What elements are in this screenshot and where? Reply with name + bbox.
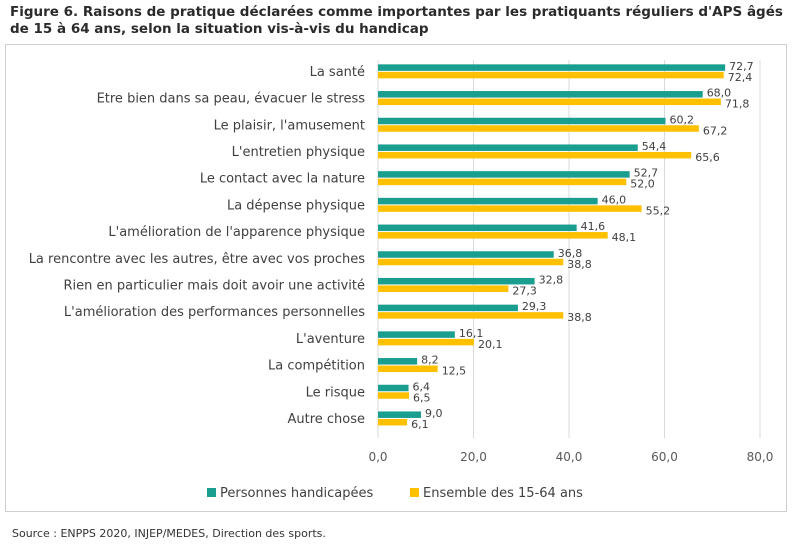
- category-label: L'entretien physique: [232, 145, 365, 160]
- data-label: 27,3: [512, 284, 537, 297]
- bar-personnes-handicapees: [378, 251, 554, 258]
- chart-frame: [5, 44, 787, 512]
- bar-personnes-handicapees: [378, 411, 421, 418]
- data-label: 6,4: [413, 380, 431, 393]
- category-label: L'aventure: [296, 332, 365, 347]
- category-label: La rencontre avec les autres, être avec …: [29, 252, 366, 267]
- bar-personnes-handicapees: [378, 224, 577, 232]
- category-label: Le risque: [306, 385, 365, 400]
- x-tick-label: 0,0: [368, 450, 387, 464]
- category-label: Autre chose: [287, 412, 365, 427]
- data-label: 20,1: [478, 338, 503, 351]
- bar-ensemble-15-64: [378, 232, 608, 239]
- data-label: 6,5: [413, 391, 431, 404]
- bar-personnes-handicapees: [378, 144, 638, 151]
- data-label: 68,0: [707, 87, 732, 100]
- bar-personnes-handicapees: [378, 304, 518, 312]
- data-label: 72,7: [729, 60, 754, 73]
- bar-personnes-handicapees: [378, 171, 630, 178]
- bar-personnes-handicapees: [378, 358, 418, 365]
- data-label: 46,0: [602, 193, 627, 206]
- bar-ensemble-15-64: [378, 418, 408, 426]
- category-label: Etre bien dans sa peau, évacuer le stres…: [97, 92, 366, 107]
- bar-ensemble-15-64: [378, 98, 721, 106]
- data-label: 36,8: [558, 247, 583, 260]
- category-label: La compétition: [268, 359, 365, 374]
- data-label: 6,1: [411, 418, 429, 431]
- category-label: L'amélioration des performances personne…: [64, 305, 365, 320]
- bar-ensemble-15-64: [378, 205, 642, 212]
- bar-personnes-handicapees: [378, 91, 703, 98]
- legend-label: Personnes handicapées: [220, 486, 373, 501]
- bar-personnes-handicapees: [378, 64, 726, 71]
- category-label: Le contact avec la nature: [200, 172, 365, 187]
- bar-ensemble-15-64: [378, 338, 474, 346]
- bar-ensemble-15-64: [378, 365, 438, 373]
- category-label: La santé: [310, 65, 365, 80]
- data-label: 52,0: [630, 178, 655, 191]
- source-note: Source : ENPPS 2020, INJEP/MEDES, Direct…: [12, 527, 326, 540]
- figure-title: Figure 6. Raisons de pratique déclarées …: [10, 4, 783, 37]
- data-label: 32,8: [539, 273, 564, 286]
- labels: La santé 72,772,4 Etre bien dans sa peau, …: [29, 60, 754, 431]
- legend: Personnes handicapées Ensemble des 15-64 …: [207, 486, 583, 501]
- bar-ensemble-15-64: [378, 125, 699, 132]
- bar-personnes-handicapees: [378, 117, 666, 125]
- data-label: 38,8: [567, 311, 592, 324]
- data-label: 29,3: [522, 300, 547, 313]
- data-label: 67,2: [703, 124, 728, 137]
- data-label: 55,2: [646, 204, 671, 217]
- bar-ensemble-15-64: [378, 392, 410, 399]
- category-label: L'amélioration de l'apparence physique: [108, 225, 365, 240]
- x-tick-label: 80,0: [747, 450, 774, 464]
- data-label: 38,8: [567, 258, 592, 271]
- legend-swatch: [410, 488, 419, 497]
- bar-personnes-handicapees: [378, 277, 535, 285]
- data-label: 71,8: [725, 98, 750, 111]
- x-tick-label: 40,0: [556, 450, 583, 464]
- data-label: 54,4: [642, 140, 667, 153]
- x-tick-label: 60,0: [651, 450, 678, 464]
- data-label: 48,1: [612, 231, 637, 244]
- bar-ensemble-15-64: [378, 258, 564, 266]
- bar-ensemble-15-64: [378, 178, 627, 186]
- data-label: 16,1: [459, 327, 484, 340]
- bar-personnes-handicapees: [378, 384, 409, 392]
- legend-swatch: [207, 488, 216, 497]
- data-label: 65,6: [695, 151, 720, 164]
- category-label: Le plaisir, l'amusement: [214, 118, 365, 133]
- bar-personnes-handicapees: [378, 331, 455, 338]
- legend-label: Ensemble des 15-64 ans: [423, 486, 583, 501]
- bar-personnes-handicapees: [378, 197, 598, 205]
- data-label: 60,2: [669, 113, 694, 126]
- category-label: Rien en particulier mais doit avoir une …: [64, 278, 365, 293]
- category-label: La dépense physique: [227, 198, 365, 213]
- bar-ensemble-15-64: [378, 285, 509, 292]
- x-tick-label: 20,0: [460, 450, 487, 464]
- data-label: 41,6: [581, 220, 606, 233]
- bar-ensemble-15-64: [378, 312, 564, 319]
- data-label: 12,5: [442, 365, 467, 378]
- data-label: 8,2: [421, 354, 439, 367]
- bars: [378, 64, 726, 426]
- bar-ensemble-15-64: [378, 71, 724, 79]
- bar-ensemble-15-64: [378, 151, 692, 159]
- data-label: 9,0: [425, 407, 443, 420]
- x-axis-ticks: 0,0 20,0 40,0 60,0 80,0: [368, 450, 773, 464]
- data-label: 52,7: [634, 167, 659, 180]
- data-label: 72,4: [728, 71, 753, 84]
